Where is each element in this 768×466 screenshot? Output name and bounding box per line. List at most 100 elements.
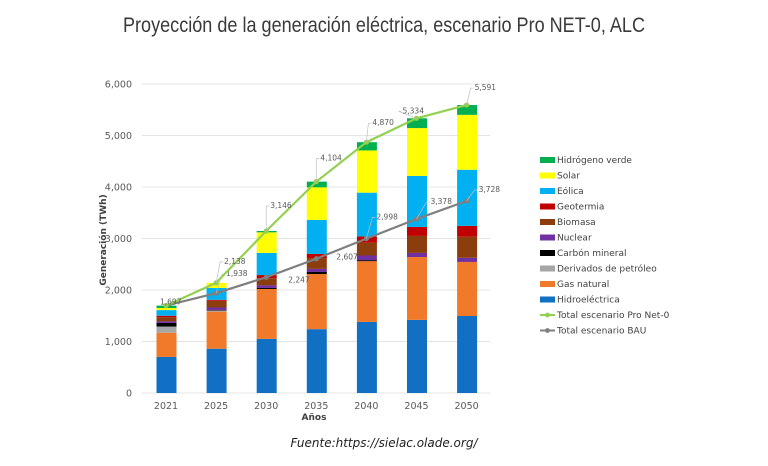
data-label: 4,870 [372,118,394,127]
bar-stack-2045 [407,118,427,393]
bar-segment-hidroel-ctrica [407,319,427,393]
data-label: 1,697 [160,298,182,307]
legend-label: Total escenario BAU [556,327,646,337]
bar-segment-e-lica [306,219,327,254]
data-label: 3,378 [431,197,453,206]
leader-line [416,201,430,220]
y-tick-label: 4,000 [105,183,132,194]
data-label: 2,607 [336,253,358,262]
legend-swatch [540,219,555,225]
bar-segment-solar [156,308,177,311]
bar-segment-hidroel-ctrica [306,329,327,393]
bar-segment-nuclear [306,268,327,272]
legend-label: Gas natural [557,280,609,290]
legend-swatch [540,265,555,272]
legend-item: Carbón mineral [540,248,627,259]
bar-segment-hidroel-ctrica [256,338,277,393]
legend-marker [545,328,550,333]
bar-segment-derivados-de-petr-leo [156,326,177,333]
bar-segment-gas-natural [256,288,277,339]
x-axis-title: Años [302,413,327,423]
data-label: 2,247 [288,275,310,284]
bar-segment-solar [457,114,478,170]
bar-segment-e-lica [156,310,177,316]
leader-line [265,205,270,231]
bar-stack-2025 [206,282,227,393]
leader-line [366,217,376,239]
x-tick-label: 2035 [304,401,328,412]
x-tick-label: 2050 [455,401,479,412]
bar-segment-nuclear [457,257,478,262]
data-label: 5,591 [475,83,497,92]
bar-segment-biomasa [457,236,478,258]
bar-segment-geotermia [306,253,327,259]
legend-item: Biomasa [540,218,596,228]
bar-segment-gas-natural [457,261,478,317]
legend-item: Total escenario Pro Net-0 [540,311,670,321]
legend-label: Hidrógeno verde [557,155,632,166]
bar-stack-2040 [356,142,377,393]
bar-segment-hidroel-ctrica [156,356,177,393]
bar-segment-nuclear [156,321,177,323]
bar-segment-gas-natural [206,311,227,349]
bar-segment-biomasa [407,235,427,253]
legend-marker [545,312,550,318]
x-tick-label: 2030 [254,401,278,412]
y-tick-label: 0 [126,389,132,400]
legend-label: Carbón mineral [557,248,627,259]
bar-segment-nuclear [407,252,427,258]
bar-segment-gas-natural [407,257,427,320]
bar-segment-gas-natural [356,261,377,322]
legend-swatch [540,157,555,163]
data-label: 2,998 [376,213,398,222]
legend-label: Solar [557,172,580,182]
bar-segment-solar [256,232,277,253]
total-lines: 1,938 2,247 2,607 2,998 3,378 3,728 1,697 2,138… [160,83,501,309]
bar-segment-e-lica [256,252,277,276]
bar-segment-carb-n-mineral [206,310,227,311]
y-axis-ticks: 0 1,000 2,000 3,000 4,000 5,000 6,000 [105,80,132,400]
legend-item: Derivados de petróleo [540,264,657,275]
leader-line [466,87,474,106]
bar-segment-hidroel-ctrica [457,316,478,393]
bar-segment-hidr-geno-verde [356,142,377,151]
bar-segment-biomasa [206,300,227,308]
legend-swatch [540,234,555,241]
legend-item: Total escenario BAU [540,327,646,337]
legend-swatch [540,250,555,256]
legend-swatch [540,281,555,287]
bar-stack-2030 [256,230,277,393]
legend-label: Nuclear [557,234,592,244]
bar-segment-solar [407,128,427,176]
leader-line [466,189,478,202]
legend-label: Eólica [557,186,584,197]
legend-item: Eólica [540,186,584,197]
bar-segment-derivados-de-petr-leo [206,310,227,312]
line-point [263,274,269,280]
bar-segment-carb-n-mineral [306,271,327,275]
y-tick-label: 3,000 [105,234,132,245]
bar-segment-hidroel-ctrica [356,321,377,393]
legend-swatch [540,172,555,179]
data-label: 1,938 [226,269,248,278]
bar-segment-hidr-geno-verde [457,105,478,115]
bar-segment-nuclear [206,307,227,311]
bar-stack-2035 [306,181,327,393]
legend-label: Total escenario Pro Net-0 [556,311,670,321]
bar-segment-nuclear [356,255,377,261]
legend-swatch [540,188,555,194]
data-label: 3,146 [270,201,292,210]
legend-label: Biomasa [557,218,596,228]
legend-label: Geotermia [557,203,604,213]
x-tick-label: 2040 [354,401,378,412]
x-tick-label: 2025 [204,401,228,412]
source-note: Fuente:https://sielac.olade.org/ [0,436,768,450]
bar-segment-biomasa [306,258,327,269]
bar-segment-nuclear [256,285,277,288]
data-label: 3,728 [479,185,501,194]
bar-segment-hidroel-ctrica [206,348,227,393]
legend-swatch [540,203,555,210]
line-point [313,256,319,262]
x-axis-ticks: 2021 2025 2030 2035 2040 2045 2050 [154,401,479,412]
bar-segment-biomasa [356,242,377,256]
